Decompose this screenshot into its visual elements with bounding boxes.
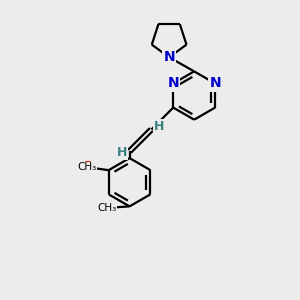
Text: N: N <box>209 76 221 91</box>
Text: N: N <box>163 50 175 64</box>
Text: CH₃: CH₃ <box>77 162 96 172</box>
Text: H: H <box>117 146 128 159</box>
Text: N: N <box>167 76 179 91</box>
Text: O: O <box>101 201 113 215</box>
Text: H: H <box>154 120 164 133</box>
Text: O: O <box>82 160 93 174</box>
Text: CH₃: CH₃ <box>97 203 116 213</box>
